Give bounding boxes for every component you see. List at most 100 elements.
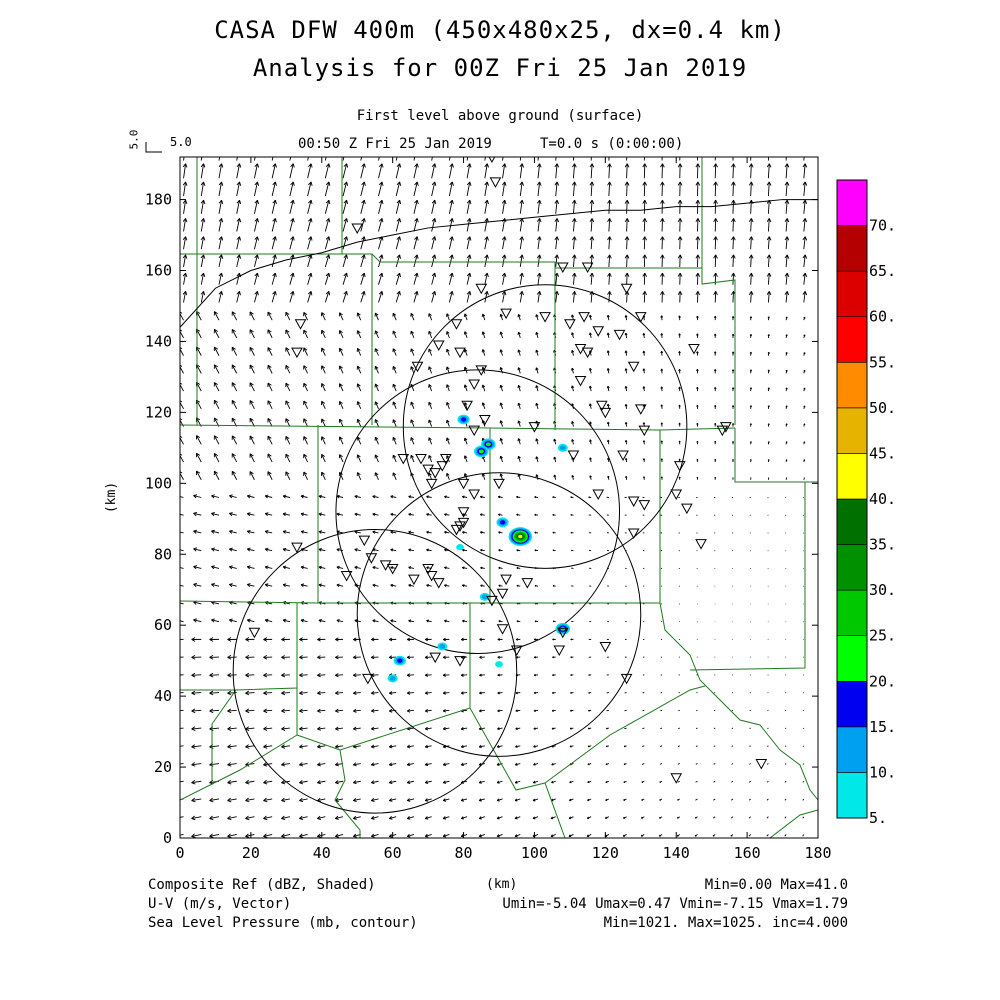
wind-vector	[338, 436, 344, 445]
x-tick-label: 80	[455, 844, 473, 862]
wind-vector	[267, 400, 273, 410]
wind-vector	[479, 691, 485, 695]
wind-vector	[303, 365, 309, 374]
wind-vector	[534, 656, 539, 659]
wind-vector	[356, 436, 362, 445]
wind-vector	[479, 637, 485, 641]
wind-vector	[553, 456, 557, 463]
wind-vector	[353, 655, 361, 660]
wind-vector	[501, 236, 507, 250]
wind-vector	[570, 691, 574, 694]
wind-vector	[498, 531, 503, 534]
wind-vector	[533, 709, 539, 712]
wind-vector	[231, 470, 238, 480]
wind-vector	[318, 494, 326, 499]
wind-vector	[246, 547, 255, 552]
wind-vector	[211, 582, 220, 588]
wind-vector	[498, 566, 503, 570]
wind-vector	[552, 513, 556, 516]
wind-vector	[388, 815, 397, 820]
wind-vector	[392, 472, 397, 480]
wind-vector	[360, 236, 366, 250]
wind-vector	[336, 619, 344, 623]
wind-vector	[236, 199, 242, 214]
wind-vector	[374, 330, 379, 339]
wind-vector	[516, 620, 521, 623]
wind-vector	[499, 455, 503, 463]
wind-vector	[463, 384, 468, 392]
wind-vector	[481, 402, 486, 409]
wind-vector	[446, 313, 450, 321]
wind-vector	[285, 382, 291, 392]
wind-vector	[516, 566, 521, 570]
wind-vector	[426, 548, 432, 552]
wind-vector	[534, 495, 539, 499]
wind-vector	[227, 779, 237, 785]
wind-vector	[395, 272, 401, 285]
wind-vector	[183, 157, 185, 161]
wind-vector	[408, 495, 415, 499]
wind-vector	[246, 512, 255, 517]
wind-vector	[479, 655, 485, 659]
wind-vector	[533, 673, 539, 677]
wind-vector	[191, 708, 202, 714]
wind-vector	[444, 513, 450, 517]
wind-vector	[299, 726, 308, 731]
wind-vector	[424, 798, 432, 802]
wind-vector	[321, 365, 326, 374]
wind-vector	[389, 637, 397, 642]
wind-vector	[448, 291, 454, 303]
colorbar-swatch	[836, 179, 868, 226]
wind-vector	[342, 163, 349, 179]
wind-vector	[353, 780, 361, 785]
wind-vector	[552, 656, 556, 659]
colorbar-swatch	[836, 635, 868, 682]
colorbar: 5. 10. 15. 20. 25. 30. 35. 40. 45. 50. 55. 60. 65. 70…	[836, 179, 896, 827]
wind-vector	[514, 798, 521, 802]
y-tick-label: 100	[145, 474, 172, 492]
wind-vector	[218, 199, 224, 214]
colorbar-swatch	[836, 361, 868, 409]
wind-vector	[299, 780, 308, 785]
wind-vector	[371, 708, 379, 713]
wind-vector	[462, 584, 468, 587]
colorbar-label: 55.	[869, 353, 896, 371]
wind-vector	[462, 619, 468, 623]
colorbar-label: 70.	[869, 217, 896, 235]
wind-vector	[307, 236, 313, 250]
wind-vector	[335, 673, 344, 678]
wind-vector	[496, 744, 503, 749]
wind-vector	[281, 672, 290, 678]
wind-vector	[535, 314, 539, 321]
vector-key-label: 5.0	[170, 135, 192, 149]
wind-vector	[299, 655, 308, 660]
wind-vector	[678, 727, 680, 729]
wind-vector	[554, 163, 560, 179]
wind-vector	[353, 690, 361, 695]
wind-vector	[408, 583, 415, 587]
wind-vector	[413, 254, 419, 268]
wind-vector	[516, 513, 521, 517]
wind-vector	[410, 419, 415, 427]
wind-vector	[193, 547, 202, 552]
wind-vector	[552, 531, 556, 534]
wind-vector	[570, 496, 574, 499]
wind-vector	[713, 745, 716, 747]
wind-vector	[408, 566, 415, 570]
wind-vector	[317, 673, 326, 678]
colorbar-label: 60.	[869, 308, 896, 326]
wind-vector	[218, 291, 224, 303]
wind-vector	[413, 181, 419, 197]
wind-vector	[300, 494, 308, 499]
wind-vector	[444, 619, 450, 623]
wind-vector	[271, 199, 277, 214]
wind-vector	[624, 727, 627, 730]
wind-vector	[481, 313, 486, 321]
wind-vector	[407, 637, 414, 642]
wind-vector	[428, 472, 433, 480]
wind-vector	[410, 437, 415, 445]
wind-vector	[299, 833, 308, 838]
wind-vector	[338, 418, 344, 427]
wind-vector	[374, 365, 379, 374]
wind-vector	[374, 348, 379, 356]
